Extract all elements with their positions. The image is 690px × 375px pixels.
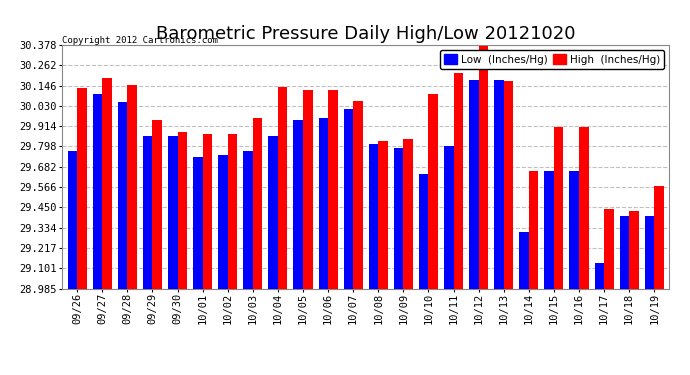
Bar — [544, 171, 554, 289]
Bar — [118, 102, 128, 289]
Bar — [278, 87, 288, 289]
Bar — [453, 73, 463, 289]
Bar — [428, 94, 438, 289]
Bar — [569, 171, 579, 289]
Bar — [143, 136, 152, 289]
Title: Barometric Pressure Daily High/Low 20121020: Barometric Pressure Daily High/Low 20121… — [156, 26, 575, 44]
Legend: Low  (Inches/Hg), High  (Inches/Hg): Low (Inches/Hg), High (Inches/Hg) — [440, 50, 664, 69]
Bar — [554, 127, 564, 289]
Bar — [504, 81, 513, 289]
Bar — [102, 78, 112, 289]
Bar — [644, 216, 654, 289]
Bar — [595, 263, 604, 289]
Bar — [68, 152, 77, 289]
Bar — [168, 136, 177, 289]
Bar — [193, 157, 203, 289]
Bar — [469, 80, 479, 289]
Bar — [152, 120, 162, 289]
Bar — [244, 152, 253, 289]
Bar — [303, 90, 313, 289]
Bar — [620, 216, 629, 289]
Bar — [293, 120, 303, 289]
Bar — [92, 94, 102, 289]
Bar — [319, 118, 328, 289]
Bar — [479, 46, 488, 289]
Bar — [253, 118, 262, 289]
Bar — [353, 100, 363, 289]
Bar — [444, 146, 453, 289]
Bar — [228, 134, 237, 289]
Bar — [520, 232, 529, 289]
Bar — [368, 144, 378, 289]
Bar — [218, 155, 228, 289]
Bar — [177, 132, 187, 289]
Bar — [77, 88, 87, 289]
Bar — [419, 174, 428, 289]
Bar — [344, 110, 353, 289]
Bar — [404, 139, 413, 289]
Bar — [268, 136, 278, 289]
Bar — [654, 186, 664, 289]
Bar — [394, 148, 404, 289]
Text: Copyright 2012 Cartronics.com: Copyright 2012 Cartronics.com — [62, 36, 218, 45]
Bar — [378, 141, 388, 289]
Bar — [203, 134, 212, 289]
Bar — [494, 80, 504, 289]
Bar — [529, 171, 538, 289]
Bar — [128, 85, 137, 289]
Bar — [579, 127, 589, 289]
Bar — [604, 209, 613, 289]
Bar — [629, 211, 639, 289]
Bar — [328, 90, 337, 289]
